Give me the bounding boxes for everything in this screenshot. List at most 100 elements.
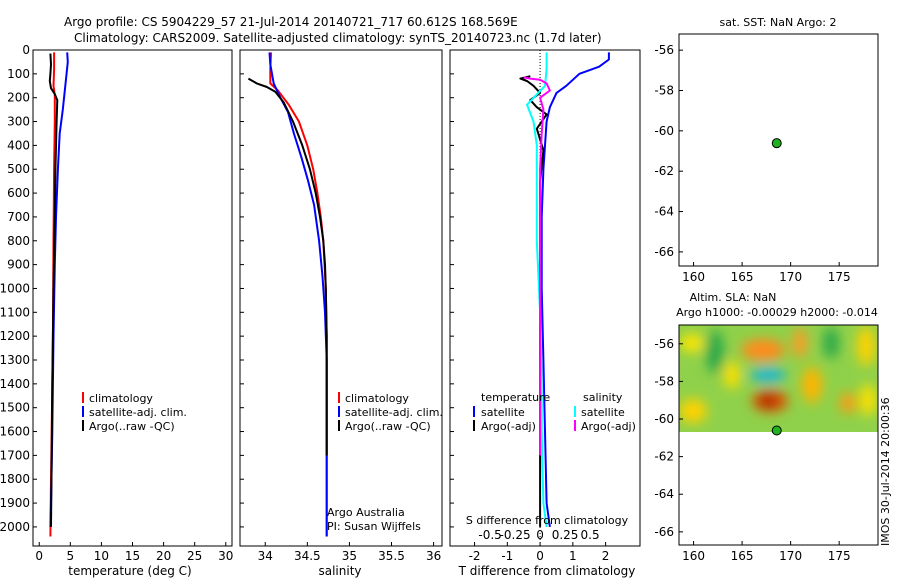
salinity-series [247,52,328,537]
sst-map-lat-tick-label: -66 [654,245,674,259]
legend-label-satellite: satellite-adj. clim. [345,406,443,419]
depth-tick-label: 800 [7,234,30,248]
series-line-t-satellite [540,52,610,528]
figure-title-line1: Argo profile: CS 5904229_57 21-Jul-2014 … [64,15,518,29]
depth-tick-label: 1400 [0,377,30,391]
sla-blob [724,361,740,389]
legend-title-salinity: salinity [583,391,623,404]
legend-swatch-t-argo [473,420,475,431]
argo-float-marker [771,138,782,149]
sla-heatmap [679,325,878,432]
legend-label-climatology: climatology [345,392,409,405]
difference-series [519,52,610,528]
s-difference-axis-label: S difference from climatology [466,514,629,527]
legend-swatch-s-argo [574,420,576,431]
depth-tick-label: 300 [7,115,30,129]
depth-tick-label: 1300 [0,353,30,367]
temperature-axes-frame [32,49,233,547]
depth-tick-label: 600 [7,186,30,200]
legend-label-argo: Argo(..raw -QC) [89,420,175,433]
series-line-s-argo-adj- [523,76,551,456]
sla-map-subtitle: Argo h1000: -0.00029 h2000: -0.014 [676,306,878,319]
series-line-argo-raw-qc- [247,77,328,456]
s-difference-tick-label: -0.5 [478,528,501,542]
legend-swatch-satellite [82,406,84,417]
sst-map-lon-tick-label: 160 [682,270,705,284]
depth-tick-label: 1000 [0,281,30,295]
t-difference-tick-label: 1 [569,549,577,563]
legend-label-climatology: climatology [89,392,153,405]
legend-label-argo: Argo(..raw -QC) [345,420,431,433]
sla-blob [823,327,839,359]
difference-legend: temperature salinity satellite Argo(-adj… [473,391,636,433]
sla-map-lon-tick-label: 160 [682,549,705,563]
temperature-tick-label: 20 [156,549,171,563]
sla-map-lat-tick-label: -64 [654,487,674,501]
depth-tick-label: 1600 [0,425,30,439]
temperature-panel: 0100200300400500600700800900100011001200… [0,43,454,578]
sla-blob [750,367,786,383]
depth-tick-label: 0 [22,43,30,57]
sla-blob [759,395,777,407]
depth-tick-label: 400 [7,138,30,152]
salinity-axis-label: salinity [318,564,361,578]
sst-map-points [771,138,782,149]
sla-blob [840,393,856,413]
sla-map-lon-tick-label: 170 [779,549,802,563]
legend-label-t-satellite: satellite [481,406,525,419]
t-difference-axis-label: T difference from climatology [458,564,636,578]
salinity-panel: 34 34.5 35 35.5 36 salinity climatology sate… [239,49,443,578]
depth-tick-label: 700 [7,210,30,224]
t-difference-tick-label: 2 [602,549,610,563]
argo-australia-label: Argo Australia [327,506,405,519]
t-difference-tick-label: 0 [536,549,544,563]
sst-map-lat-tick-label: -64 [654,205,674,219]
temperature-tick-label: 0 [35,549,43,563]
sla-map-lon-tick-label: 165 [731,549,754,563]
argo-float-marker [771,425,782,436]
sla-blob [793,328,807,358]
legend-swatch-climatology [338,392,340,403]
depth-tick-label: 1700 [0,448,30,462]
sla-map-panel: Altim. SLA: NaN Argo h1000: -0.00029 h20… [654,291,892,563]
temperature-tick-label: 10 [94,549,109,563]
salinity-tick-labels: 34 34.5 35 35.5 36 [258,542,441,563]
series-line-s-satellite [526,52,548,528]
sla-map-lat-tick-label: -56 [654,337,674,351]
salinity-tick-label: 35 [342,549,357,563]
depth-tick-labels: 0 100 200 300 400 500 600 700 800 900 1000 1100 1200… [0,43,454,534]
sst-map-panel: sat. SST: NaN Argo: 2 -56 -58 -60 -62 -64 -66… [654,16,879,284]
sla-blob [680,334,704,352]
series-line-satellite-adj-clim- [268,52,328,537]
legend-swatch-argo [82,420,84,431]
depth-tick-label: 1500 [0,401,30,415]
t-difference-tick-label: -1 [501,549,513,563]
sla-map-tick-labels: -56 -58 -60 -62 -64 -66 160 165 170 175 [654,337,850,563]
temperature-tick-label: 15 [125,549,140,563]
figure-title-line2: Climatology: CARS2009. Satellite-adjuste… [74,31,602,45]
sla-blob [679,399,707,423]
series-line-climatology [269,52,328,537]
imos-timestamp-label: IMOS 30-Jul-2014 20:00:36 [879,397,892,546]
temperature-legend: climatology satellite-adj. clim. Argo(..… [82,392,187,433]
sla-map-lat-tick-label: -62 [654,450,674,464]
sst-map-lat-tick-label: -62 [654,164,674,178]
sla-heatmap-blobs [679,326,876,423]
sst-map-title: sat. SST: NaN Argo: 2 [720,16,837,29]
sla-map-frame [678,324,879,546]
legend-label-s-satellite: satellite [581,406,625,419]
temperature-series [48,52,69,537]
sst-map-lon-tick-label: 165 [731,270,754,284]
s-difference-tick-label: 0.5 [581,528,600,542]
salinity-tick-label: 34.5 [294,549,321,563]
temperature-axis-label: temperature (deg C) [68,564,191,578]
sla-map-points [771,425,782,436]
sla-blob [741,339,785,361]
legend-label-s-argo: Argo(-adj) [581,420,636,433]
difference-axes-frame [449,49,641,547]
depth-tick-label: 1900 [0,496,30,510]
salinity-tick-label: 34 [258,549,273,563]
sst-map-lat-tick-label: -56 [654,43,674,57]
legend-title-temperature: temperature [481,391,550,404]
